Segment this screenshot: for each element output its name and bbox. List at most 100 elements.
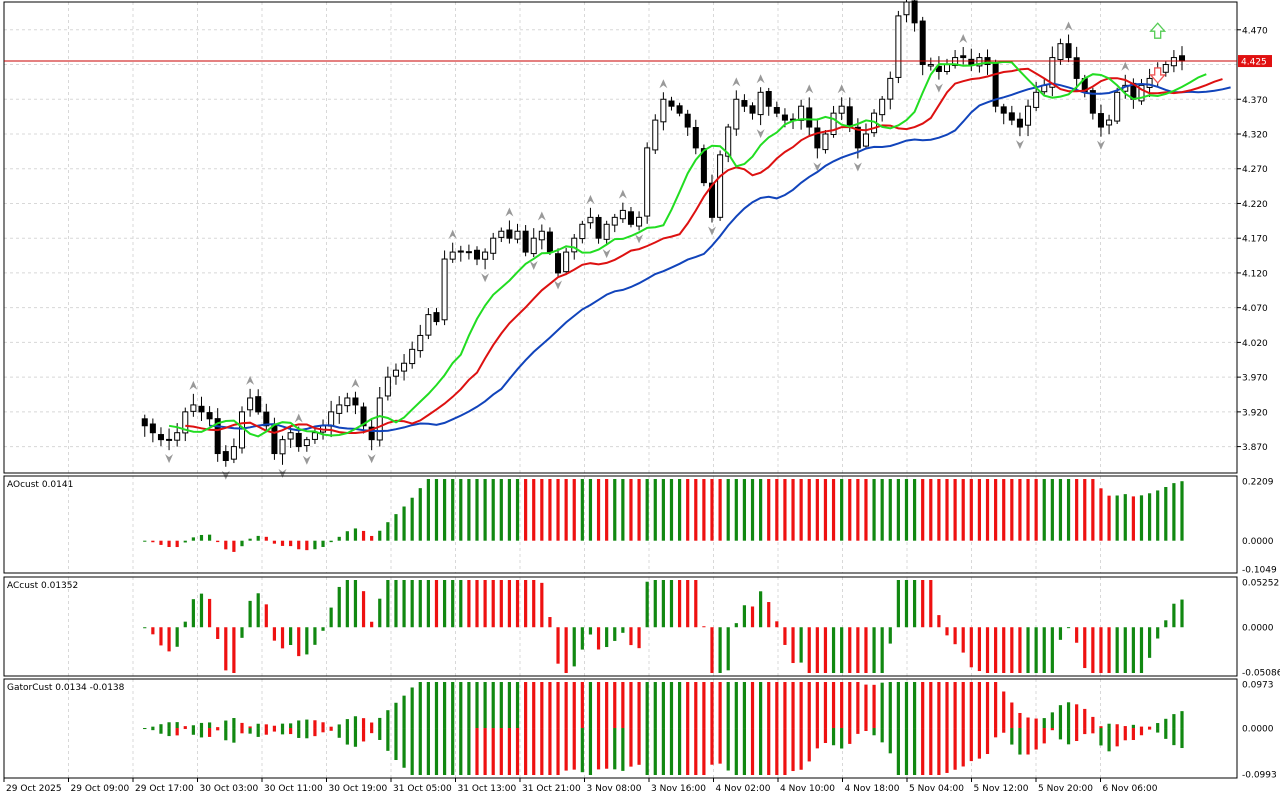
- candle: [141, 414, 148, 437]
- gator-up-bar: [718, 682, 722, 729]
- gator-up-bar: [977, 682, 982, 729]
- gator-down-bar: [1156, 728, 1160, 733]
- gator-down-bar: [1075, 728, 1079, 742]
- ao-bar: [791, 479, 795, 541]
- ac-bar: [1172, 603, 1176, 628]
- gator-up-bar: [329, 726, 333, 729]
- gator-up-bar: [613, 682, 617, 729]
- ao-bar: [199, 534, 204, 541]
- gator-down-bar: [386, 728, 390, 751]
- ac-bar: [151, 627, 155, 635]
- ao-bar: [483, 479, 487, 541]
- ac-bar: [532, 580, 536, 628]
- gator-down-bar: [880, 728, 884, 743]
- ac-bar: [1042, 627, 1046, 673]
- ao-bar: [532, 479, 536, 541]
- candle: [344, 392, 351, 413]
- gator-up-bar: [475, 682, 479, 729]
- indicator-panel-frame[interactable]: [3, 475, 1238, 574]
- gator-up-bar: [434, 682, 439, 729]
- ao-bar: [888, 479, 892, 541]
- ao-bar: [313, 540, 317, 550]
- candle: [757, 87, 764, 126]
- gator-up-bar: [953, 682, 957, 729]
- gator-up-bar: [1107, 723, 1111, 729]
- gator-up-bar: [856, 682, 860, 729]
- gator-up-bar: [167, 722, 171, 729]
- gator-down-bar: [1091, 728, 1095, 734]
- gator-down-bar: [621, 728, 625, 771]
- ao-bar: [442, 479, 447, 541]
- gator-up-bar: [1026, 717, 1030, 729]
- ac-bar: [1123, 627, 1127, 673]
- indicator-panel-frame[interactable]: [3, 576, 1238, 677]
- jaw-line: [209, 82, 1231, 433]
- gator-down-bar: [1131, 728, 1135, 741]
- time-axis-tick: 5 Nov 20:00: [1038, 784, 1093, 794]
- gator-up-bar: [1058, 705, 1063, 729]
- alligator-lines: [168, 60, 1231, 438]
- gator-down-bar: [1139, 728, 1144, 736]
- ao-bar: [264, 536, 268, 541]
- ac-bar: [823, 627, 828, 673]
- ao-bar: [1083, 479, 1087, 541]
- ao-bar: [272, 540, 277, 544]
- time-axis-tick: 30 Oct 11:00: [264, 784, 323, 794]
- ac-bar: [1107, 627, 1111, 673]
- candle: [911, 0, 918, 32]
- ao-bar: [151, 540, 155, 543]
- price-axis-tick: 4.120: [1242, 269, 1268, 279]
- ao-bar: [580, 479, 584, 541]
- price-level-tag: [1238, 55, 1272, 68]
- gator-up-bar: [159, 724, 163, 729]
- ac-bar: [418, 580, 422, 628]
- gator-up-bar: [1115, 724, 1119, 729]
- gator-down-bar: [702, 728, 706, 775]
- ac-bar: [1180, 599, 1184, 628]
- candle: [887, 71, 894, 110]
- ac-bar: [386, 580, 390, 628]
- gator-up-bar: [1131, 724, 1135, 729]
- candle: [230, 438, 237, 464]
- candle: [976, 53, 983, 73]
- ac-bar: [1156, 627, 1160, 639]
- indicator-panel-frame[interactable]: [3, 678, 1238, 779]
- ac-bar: [313, 627, 317, 645]
- ac-bar: [240, 627, 244, 638]
- gator-down-bar: [726, 728, 730, 771]
- ao-bar: [232, 540, 236, 552]
- ac-bar: [718, 627, 722, 673]
- indicator-axis-tick: -0.0993: [1242, 771, 1277, 781]
- ao-bar: [475, 479, 479, 541]
- gator-up-bar: [378, 717, 382, 729]
- gator-up-bar: [580, 682, 584, 729]
- gator-up-bar: [297, 720, 301, 729]
- gator-down-bar: [183, 728, 187, 730]
- ao-bar: [386, 522, 390, 541]
- ao-bar: [207, 534, 212, 541]
- ac-bar: [159, 627, 163, 646]
- gator-down-bar: [370, 728, 374, 734]
- candle: [717, 150, 724, 221]
- gator-up-bar: [426, 682, 430, 729]
- gator-up-bar: [702, 682, 706, 729]
- gator-up-bar: [815, 682, 819, 729]
- ao-bar: [1107, 495, 1111, 541]
- candle: [927, 57, 934, 71]
- ao-bar: [977, 479, 982, 541]
- candle: [1065, 34, 1072, 63]
- price-axis-tick: 4.020: [1242, 339, 1268, 349]
- gator-down-bar: [694, 728, 698, 775]
- price-axis-tick: 4.370: [1242, 96, 1268, 106]
- ac-bar: [621, 627, 625, 633]
- gator-up-bar: [394, 702, 398, 729]
- candle: [287, 427, 294, 448]
- fractal-up-icon: [659, 79, 668, 89]
- fractal-down-icon: [602, 249, 611, 259]
- price-panel-frame[interactable]: [3, 1, 1238, 474]
- gator-down-bar: [426, 728, 430, 775]
- candle: [1049, 46, 1056, 97]
- ac-bar: [929, 580, 933, 628]
